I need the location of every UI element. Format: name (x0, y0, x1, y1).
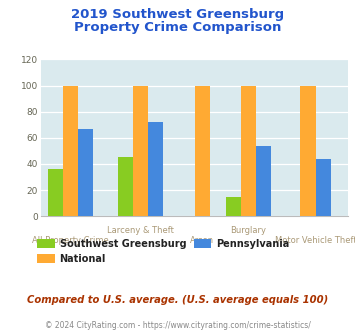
Bar (316, 159, 331, 216)
Bar (300, 85, 316, 216)
Text: Property Crime Comparison: Property Crime Comparison (74, 21, 281, 34)
Text: Compared to U.S. average. (U.S. average equals 100): Compared to U.S. average. (U.S. average … (27, 295, 328, 305)
Text: © 2024 CityRating.com - https://www.cityrating.com/crime-statistics/: © 2024 CityRating.com - https://www.city… (45, 321, 310, 330)
Bar (256, 146, 271, 216)
Bar (241, 85, 256, 216)
Bar (195, 85, 210, 216)
Text: Motor Vehicle Theft: Motor Vehicle Theft (275, 236, 355, 245)
Bar (48, 169, 63, 216)
Text: All Property Crime: All Property Crime (32, 236, 109, 245)
Bar (78, 129, 93, 216)
Bar (118, 157, 133, 216)
Bar (133, 85, 148, 216)
Text: Arson: Arson (190, 236, 214, 245)
Legend: Southwest Greensburg, National, Pennsylvania: Southwest Greensburg, National, Pennsylv… (33, 235, 294, 267)
Bar (226, 197, 241, 216)
Bar (148, 122, 163, 216)
Text: Burglary: Burglary (230, 226, 266, 235)
Bar (63, 85, 78, 216)
Text: Larceny & Theft: Larceny & Theft (107, 226, 174, 235)
Text: 2019 Southwest Greensburg: 2019 Southwest Greensburg (71, 8, 284, 21)
